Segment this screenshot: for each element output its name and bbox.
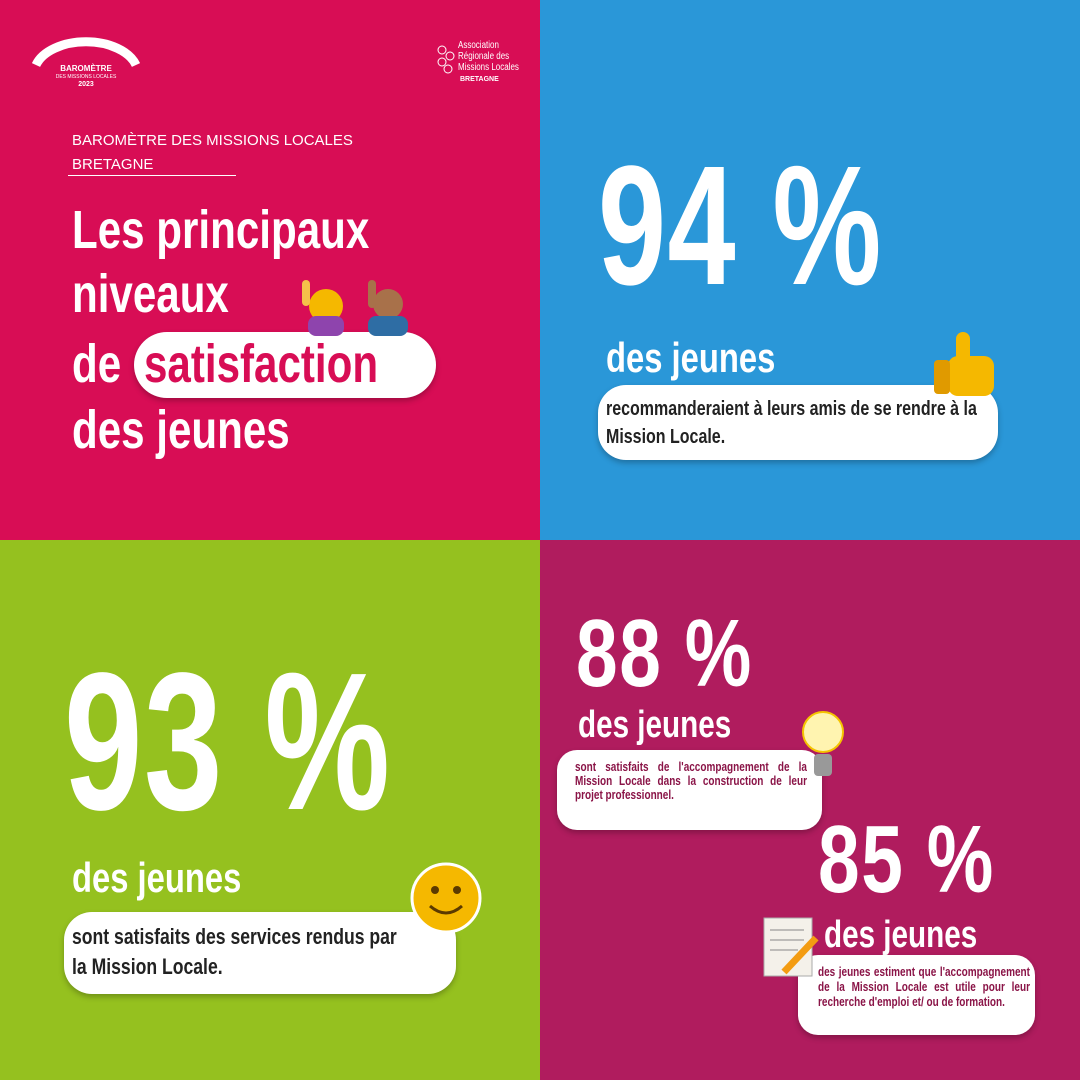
stat-text: recommanderaient à leurs amis de se rend… bbox=[606, 398, 977, 448]
logo-title: BAROMÈTRE bbox=[60, 64, 112, 73]
emoji-memo bbox=[763, 917, 819, 977]
logo-arc bbox=[31, 37, 141, 68]
stat-figure: 85 % bbox=[818, 806, 995, 913]
kicker: BAROMÈTRE DES MISSIONS LOCALES bbox=[72, 132, 353, 149]
logo-year: 2023 bbox=[78, 81, 94, 88]
stat-text: sont satisfaits de l'accompagnement de l… bbox=[575, 760, 807, 802]
stat-text: des jeunes estiment que l'accompagnement… bbox=[818, 965, 1030, 1009]
stat-box: des jeunes estiment que l'accompagnement… bbox=[798, 955, 1035, 1035]
title-line: des jeunes bbox=[72, 400, 290, 460]
stat-figure: 94 % bbox=[598, 131, 883, 321]
stat-box: sont satisfaits de l'accompagnement de l… bbox=[557, 750, 822, 830]
stat-box: recommanderaient à leurs amis de se rend… bbox=[598, 385, 998, 460]
kicker-region: BRETAGNE bbox=[72, 156, 154, 173]
stat-subject: des jeunes bbox=[606, 334, 776, 381]
partner-line: Missions Locales bbox=[458, 62, 519, 73]
partner-line: Association bbox=[458, 40, 499, 51]
stat-figure: 93 % bbox=[64, 632, 392, 851]
stat-box: sont satisfaits des services rendus par … bbox=[64, 912, 456, 994]
emoji-smile bbox=[410, 862, 482, 934]
emoji-thumb bbox=[934, 332, 994, 396]
highlight-pill bbox=[134, 332, 436, 398]
title-line: de bbox=[72, 334, 122, 394]
stat-subject: des jeunes bbox=[578, 704, 732, 746]
emoji-bulb bbox=[802, 711, 844, 776]
partner-name: Association Régionale des Missions Local… bbox=[458, 40, 519, 73]
stat-subject: des jeunes bbox=[824, 914, 978, 956]
logo-subtitle: DES MISSIONS LOCALES bbox=[55, 74, 117, 80]
stat-subject: des jeunes bbox=[72, 854, 242, 901]
panel-title bbox=[0, 0, 540, 540]
emoji-people bbox=[302, 280, 408, 336]
stat-text: sont satisfaits des services rendus par … bbox=[72, 924, 397, 979]
underline bbox=[68, 175, 236, 176]
partner-line: Régionale des bbox=[458, 51, 510, 62]
title-highlight: satisfaction bbox=[144, 334, 379, 394]
title-line: Les principaux bbox=[72, 200, 370, 260]
partner-icon bbox=[437, 45, 455, 74]
partner-region: BRETAGNE bbox=[460, 76, 499, 83]
stat-figure: 88 % bbox=[576, 600, 753, 707]
title-line: niveaux bbox=[72, 264, 229, 324]
